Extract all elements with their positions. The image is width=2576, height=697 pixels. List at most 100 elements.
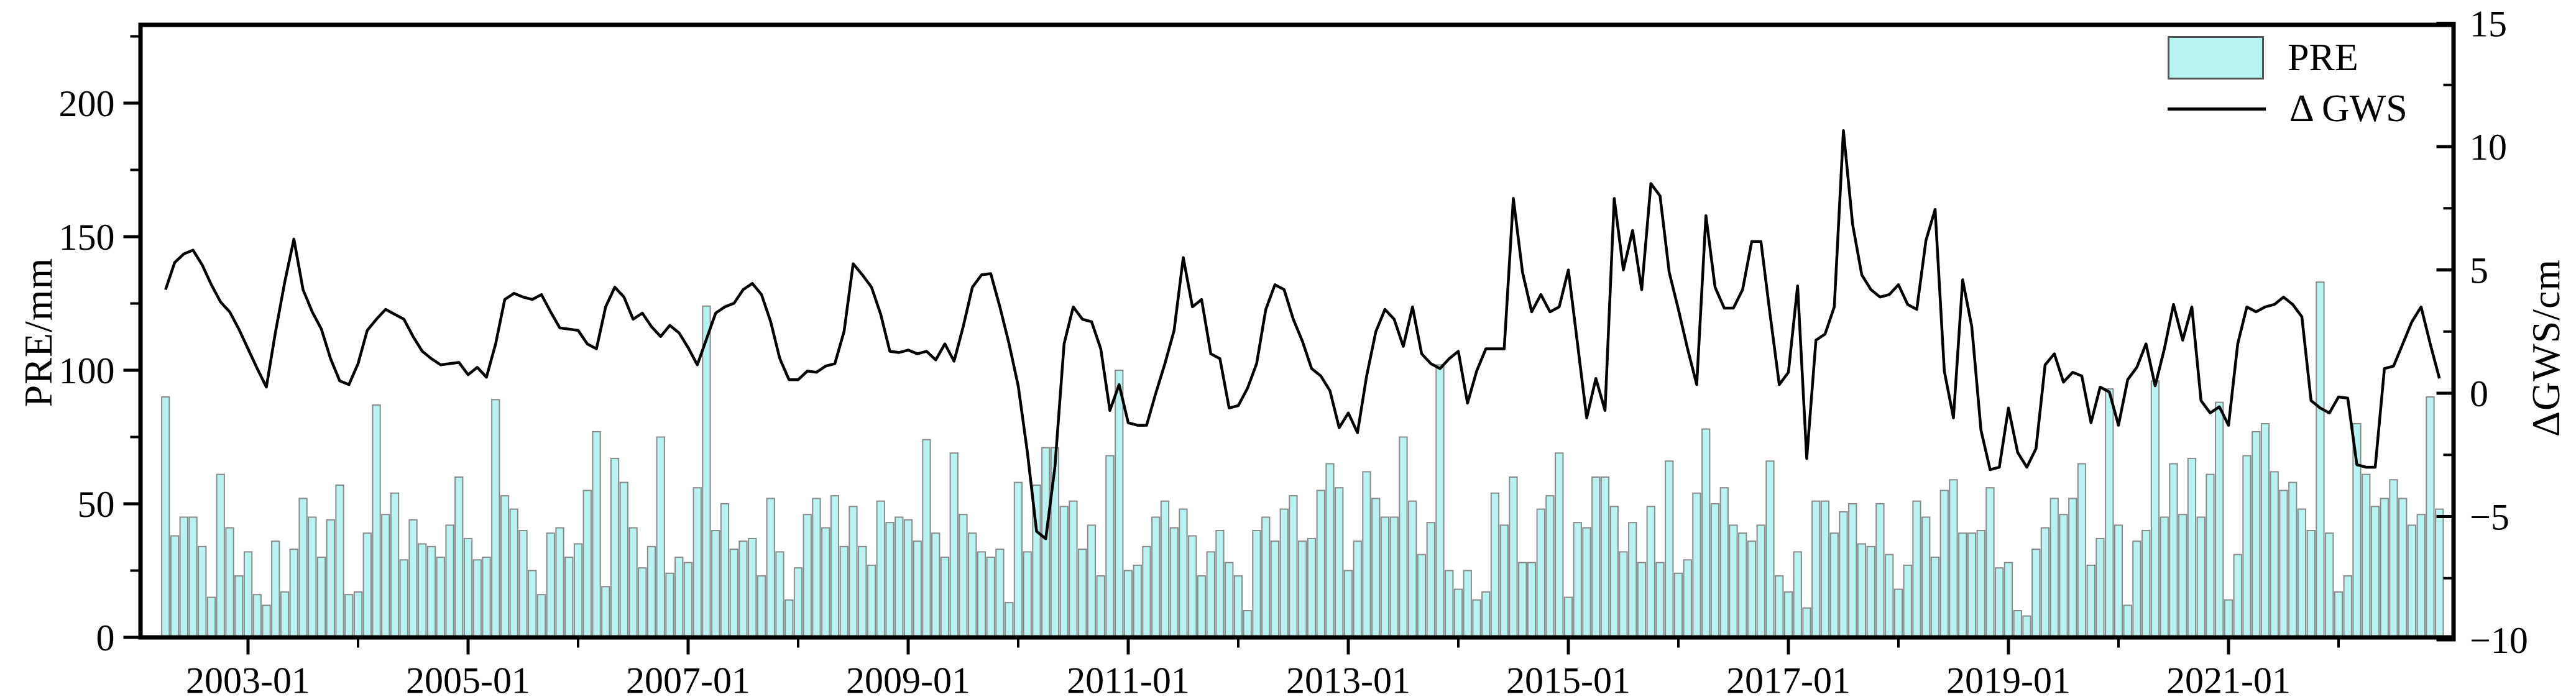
x-tick-label: 2021-01 xyxy=(2166,660,2291,697)
pre-bar xyxy=(720,503,730,638)
legend: PRE Δ GWS xyxy=(2168,36,2408,138)
pre-bar xyxy=(1719,487,1729,639)
pre-bar xyxy=(472,559,482,638)
pre-bar xyxy=(1939,490,1949,638)
pre-bar xyxy=(482,557,491,638)
pre-bar xyxy=(1123,570,1133,638)
pre-bar xyxy=(2178,514,2187,639)
pre-bar xyxy=(262,604,271,639)
pre-bar xyxy=(1665,460,1674,638)
pre-bar xyxy=(1683,559,1692,638)
pre-bar xyxy=(601,586,610,638)
pre-bar xyxy=(2426,396,2435,638)
pre-bar xyxy=(821,527,830,639)
pre-bar xyxy=(1426,522,1435,638)
pre-bar xyxy=(1463,570,1472,638)
pre-bar xyxy=(940,557,950,638)
pre-bar xyxy=(1637,562,1647,638)
pre-bar xyxy=(646,545,656,638)
pre-bar xyxy=(775,551,784,639)
pre-bar xyxy=(1747,540,1757,639)
pre-bar xyxy=(1893,588,1903,638)
pre-bar xyxy=(1976,530,1985,638)
pre-bar xyxy=(638,567,647,639)
pre-bar xyxy=(1188,535,1197,638)
pre-bar xyxy=(1206,551,1215,639)
pre-bar xyxy=(1013,481,1023,638)
pre-bar xyxy=(2077,463,2087,638)
pre-bar xyxy=(1811,500,1821,639)
pre-bar xyxy=(1335,487,1344,639)
pre-bar xyxy=(1105,455,1115,638)
pre-bar xyxy=(1555,452,1564,638)
pre-bar xyxy=(225,527,234,639)
pre-bar xyxy=(2316,281,2325,639)
pre-bar xyxy=(2031,549,2041,638)
left-tick-label: 150 xyxy=(59,217,115,258)
pre-bar xyxy=(436,557,445,638)
right-axis-title: ΔGWS/cm xyxy=(2524,258,2568,437)
pre-bar xyxy=(1270,540,1280,639)
pre-bar xyxy=(977,551,987,639)
pre-bar xyxy=(2095,537,2105,639)
pre-bar xyxy=(1215,530,1225,638)
pre-bar xyxy=(1389,516,1399,638)
pre-bar xyxy=(2196,516,2206,638)
right-tick-label: −10 xyxy=(2470,620,2528,661)
pre-bar xyxy=(628,527,638,639)
pre-bar xyxy=(2141,530,2151,638)
pre-bar xyxy=(1408,500,1417,639)
pre-bar xyxy=(748,537,757,639)
pre-bar xyxy=(2086,564,2095,639)
pre-bar xyxy=(1279,508,1289,638)
pre-bar xyxy=(1160,500,1170,639)
pre-bar xyxy=(445,524,454,639)
pre-bar xyxy=(1985,487,1995,639)
pre-bar xyxy=(1628,522,1637,638)
pre-bar xyxy=(2233,554,2242,639)
pre-bar xyxy=(308,516,317,638)
pre-bar xyxy=(573,543,583,638)
pre-bar xyxy=(922,439,931,638)
pre-bar xyxy=(1536,508,1545,638)
pre-bar xyxy=(582,490,592,638)
pre-bar xyxy=(1115,370,1124,638)
pre-bar xyxy=(885,522,895,638)
pre-bar xyxy=(1417,554,1427,639)
pre-bar xyxy=(2049,498,2059,639)
pre-bar xyxy=(1289,495,1298,638)
pre-bar xyxy=(1023,551,1032,639)
right-tick-label: 10 xyxy=(2470,127,2507,168)
pre-bar xyxy=(2224,599,2233,638)
pre-bar xyxy=(418,543,427,638)
pre-bar xyxy=(1619,551,1628,639)
pre-bar xyxy=(353,591,363,639)
pre-bar-swatch-icon xyxy=(2168,36,2264,80)
pre-bar xyxy=(1453,588,1463,638)
x-tick-label: 2011-01 xyxy=(1067,660,1190,697)
pre-bar xyxy=(2297,508,2307,638)
pre-bar xyxy=(2260,423,2270,638)
pre-bar xyxy=(1857,543,1867,638)
pre-bar xyxy=(1371,498,1381,639)
pre-bar xyxy=(959,514,968,639)
pre-bar xyxy=(1472,599,1481,638)
pre-bar xyxy=(1179,508,1188,638)
pre-bar xyxy=(1343,570,1353,638)
pre-bar xyxy=(2123,604,2132,639)
pre-bar xyxy=(656,436,665,638)
pre-bar xyxy=(592,430,601,639)
right-tick-label: 5 xyxy=(2470,250,2488,291)
pre-bar xyxy=(2003,562,2013,638)
pre-bar xyxy=(335,484,344,639)
pre-bar xyxy=(454,476,464,638)
pre-bar xyxy=(1802,607,1811,639)
pre-bar xyxy=(2150,380,2160,638)
pre-bar xyxy=(1673,572,1683,638)
pre-bar xyxy=(1600,476,1610,638)
pre-bar xyxy=(289,549,298,638)
pre-bar xyxy=(509,508,518,638)
pre-bar xyxy=(546,532,555,638)
